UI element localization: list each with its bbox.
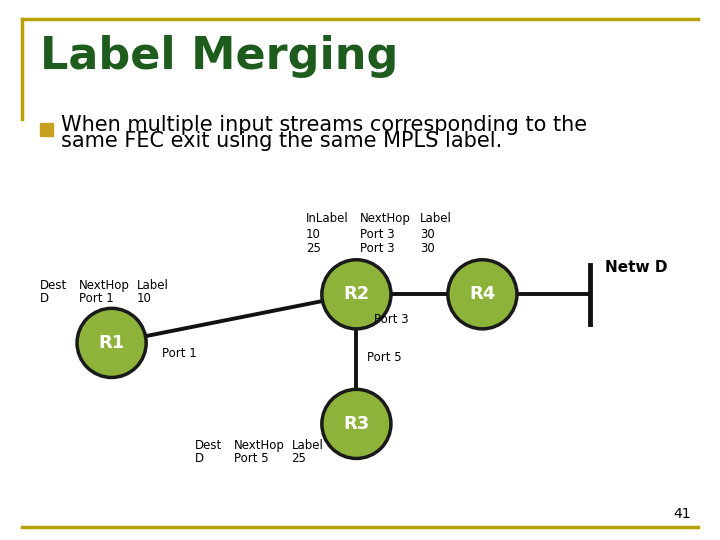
Text: Label: Label: [137, 279, 168, 292]
Text: Netw D: Netw D: [605, 260, 667, 275]
Text: Port 5: Port 5: [234, 453, 269, 465]
Text: When multiple input streams corresponding to the: When multiple input streams correspondin…: [61, 115, 588, 136]
Text: Port 3: Port 3: [374, 313, 409, 326]
Text: R4: R4: [469, 285, 495, 303]
Text: Dest: Dest: [40, 279, 67, 292]
Text: 10: 10: [137, 292, 152, 305]
Text: 25: 25: [292, 453, 307, 465]
Text: R2: R2: [343, 285, 369, 303]
Text: Label Merging: Label Merging: [40, 35, 398, 78]
Text: D: D: [194, 453, 204, 465]
Text: 30: 30: [420, 228, 434, 241]
Text: NextHop: NextHop: [234, 439, 285, 452]
Text: Port 1: Port 1: [79, 292, 114, 305]
Text: 25: 25: [306, 242, 321, 255]
Text: same FEC exit using the same MPLS label.: same FEC exit using the same MPLS label.: [61, 131, 503, 152]
Text: R3: R3: [343, 415, 369, 433]
Bar: [40, 123, 53, 136]
Text: 30: 30: [420, 242, 434, 255]
Text: 41: 41: [674, 507, 691, 521]
Ellipse shape: [322, 260, 391, 329]
Text: Port 1: Port 1: [162, 347, 197, 360]
Ellipse shape: [77, 308, 146, 377]
Ellipse shape: [322, 389, 391, 458]
Text: Label: Label: [292, 439, 323, 452]
Text: Port 5: Port 5: [367, 351, 402, 364]
Text: Label: Label: [420, 212, 451, 225]
Text: Port 3: Port 3: [360, 242, 395, 255]
Text: 10: 10: [306, 228, 321, 241]
Text: Dest: Dest: [194, 439, 222, 452]
Ellipse shape: [448, 260, 517, 329]
Text: NextHop: NextHop: [360, 212, 411, 225]
Text: Port 3: Port 3: [360, 228, 395, 241]
Text: InLabel: InLabel: [306, 212, 348, 225]
Text: NextHop: NextHop: [79, 279, 130, 292]
Text: R1: R1: [99, 334, 125, 352]
Text: D: D: [40, 292, 49, 305]
